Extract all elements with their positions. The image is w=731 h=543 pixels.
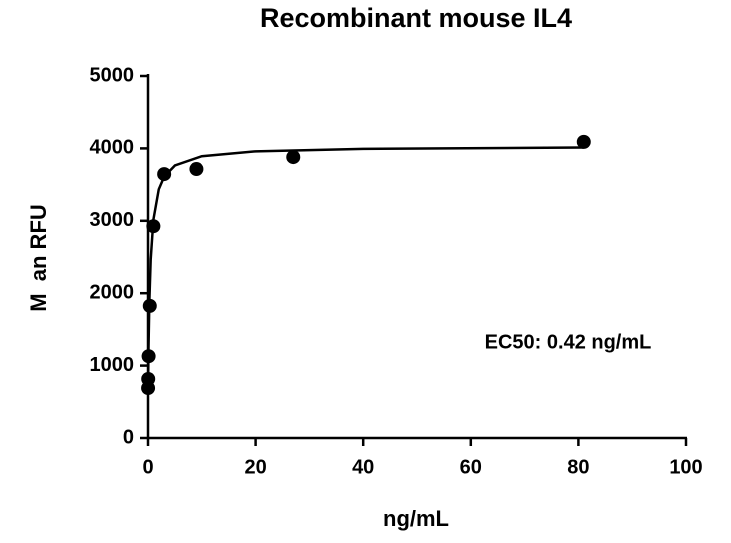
y-tick-label: 0 [123, 426, 134, 448]
y-tick-label: 2000 [90, 281, 135, 303]
y-tick-label: 3000 [90, 209, 135, 231]
data-point [141, 381, 156, 396]
x-tick-label: 60 [460, 456, 482, 478]
data-point [141, 349, 156, 364]
data-point [189, 162, 204, 177]
data-point [157, 167, 172, 182]
y-tick-label: 1000 [90, 354, 135, 376]
x-tick-label: 100 [669, 456, 702, 478]
chart-title: Recombinant mouse IL4 [260, 3, 572, 33]
y-axis-label: M an RFU [26, 204, 51, 312]
x-tick-label: 80 [567, 456, 589, 478]
x-axis-label: ng/mL [383, 506, 449, 531]
x-tick-label: 0 [142, 456, 153, 478]
y-tick-label: 4000 [90, 137, 135, 159]
x-tick-label: 40 [352, 456, 374, 478]
data-point [146, 219, 161, 234]
data-point [286, 150, 301, 165]
y-tick-label: 5000 [90, 64, 135, 86]
data-point [576, 134, 591, 149]
x-tick-label: 20 [244, 456, 266, 478]
fit-curve [146, 146, 584, 391]
data-point [142, 298, 157, 313]
annotation: EC50: 0.42 ng/mL [485, 331, 652, 353]
